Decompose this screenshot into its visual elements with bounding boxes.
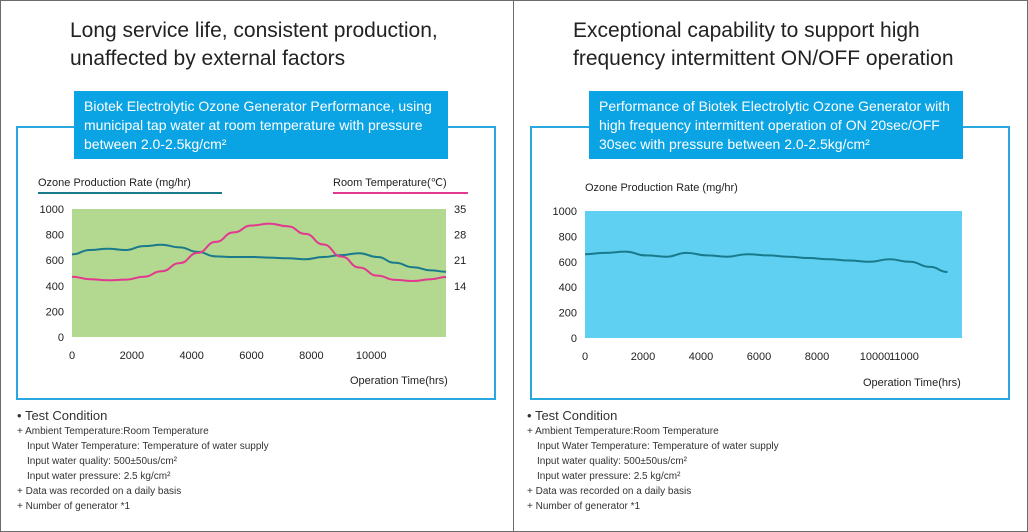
right-chart-x-tick-label: 0 — [582, 351, 588, 363]
left-chart-y-tick-label: 200 — [46, 306, 64, 318]
right-chart-x-axis-label: Operation Time(hrs) — [863, 377, 961, 389]
left-chart-y2-tick-label: 28 — [454, 230, 466, 242]
right-tc-line-6: + Number of generator *1 — [527, 501, 641, 512]
right-tc-line-4: Input water pressure: 2.5 kg/cm² — [537, 471, 681, 482]
right-tc-line-5: + Data was recorded on a daily basis — [527, 486, 692, 497]
left-chart-y-tick-label: 1000 — [40, 204, 64, 216]
left-test-condition-title-text: Test Condition — [24, 408, 108, 423]
right-chart-y-tick-label: 600 — [559, 257, 577, 269]
right-chart-x-tick-label: 11000 — [889, 351, 919, 363]
left-chart-y2-tick-label: 35 — [454, 204, 466, 216]
panel-divider — [513, 0, 514, 532]
right-chart-x-tick-label: 6000 — [747, 351, 771, 363]
left-chart-plot-area — [72, 209, 446, 337]
left-chart-series-line-1 — [71, 243, 447, 273]
left-chart-y-tick-label: 0 — [58, 332, 64, 344]
right-test-condition-title-text: Test Condition — [534, 408, 618, 423]
right-test-condition-title: • Test Condition — [527, 408, 618, 423]
left-chart-series-line-2 — [71, 222, 447, 283]
right-tc-line-1: + Ambient Temperature:Room Temperature — [527, 426, 719, 437]
left-tc-line-5: + Data was recorded on a daily basis — [17, 486, 182, 497]
left-chart-x-tick-label: 0 — [69, 350, 75, 362]
right-tc-line-3: Input water quality: 500±50us/cm² — [537, 456, 688, 467]
left-info-line-1: Biotek Electrolytic Ozone Generator Perf… — [84, 98, 432, 114]
left-headline-line-1: Long service life, consistent production… — [70, 19, 438, 42]
right-chart-x-tick-label: 8000 — [805, 351, 829, 363]
right-headline: Exceptional capability to support high f… — [573, 17, 954, 73]
right-chart-plot-area — [585, 211, 962, 338]
right-info-line-3: 30sec with pressure between 2.0-2.5kg/cm… — [599, 136, 870, 152]
left-legend-temp-label: Room Temperature(℃) — [333, 177, 447, 189]
left-chart-x-tick-label: 4000 — [179, 350, 203, 362]
left-chart-x-tick-label: 8000 — [299, 350, 323, 362]
left-tc-line-3: Input water quality: 500±50us/cm² — [27, 456, 178, 467]
right-tc-line-2: Input Water Temperature: Temperature of … — [537, 441, 779, 452]
left-info-line-3: between 2.0-2.5kg/cm² — [84, 136, 227, 152]
left-chart-y2-tick-label: 14 — [454, 281, 466, 293]
right-info-box: Performance of Biotek Electrolytic Ozone… — [589, 91, 963, 159]
left-chart-y-tick-label: 400 — [46, 281, 64, 293]
left-chart-x-tick-label: 2000 — [120, 350, 144, 362]
left-headline: Long service life, consistent production… — [70, 17, 438, 73]
right-chart-y-tick-label: 400 — [559, 282, 577, 294]
left-legend-ozone-label: Ozone Production Rate (mg/hr) — [38, 177, 191, 189]
left-chart: 0 200 400 600 800 1000 14 21 28 35 0 2000 4000 6000 80… — [38, 177, 468, 387]
left-tc-line-4: Input water pressure: 2.5 kg/cm² — [27, 471, 171, 482]
left-panel: Long service life, consistent production… — [0, 0, 513, 532]
right-chart-x-tick-label: 2000 — [631, 351, 655, 363]
right-info-line-1: Performance of Biotek Electrolytic Ozone… — [599, 98, 950, 114]
right-chart-y-tick-label: 1000 — [553, 206, 577, 218]
left-info-box: Biotek Electrolytic Ozone Generator Perf… — [74, 91, 448, 159]
right-headline-line-2: frequency intermittent ON/OFF operation — [573, 47, 954, 70]
right-panel: Exceptional capability to support high f… — [514, 0, 1027, 532]
left-chart-x-tick-label: 10000 — [356, 350, 387, 362]
left-test-condition: • Test Condition + Ambient Temperature:R… — [17, 407, 269, 514]
right-chart-series-line-1 — [584, 250, 948, 273]
left-info-line-2: municipal tap water at room temperature … — [84, 117, 423, 133]
right-chart-y-tick-label: 800 — [559, 231, 577, 243]
left-chart-y2-tick-label: 21 — [454, 255, 466, 267]
right-chart-y-tick-label: 0 — [571, 333, 577, 345]
left-chart-y-tick-label: 600 — [46, 255, 64, 267]
right-headline-line-1: Exceptional capability to support high — [573, 19, 920, 42]
left-chart-y-tick-label: 800 — [46, 230, 64, 242]
left-headline-line-2: unaffected by external factors — [70, 47, 346, 70]
right-info-line-2: high frequency intermittent operation of… — [599, 117, 940, 133]
left-tc-line-2: Input Water Temperature: Temperature of … — [27, 441, 269, 452]
left-tc-line-1: + Ambient Temperature:Room Temperature — [17, 426, 209, 437]
left-chart-x-axis-label: Operation Time(hrs) — [350, 375, 448, 387]
left-chart-x-tick-label: 6000 — [239, 350, 263, 362]
right-chart-x-tick-label: 4000 — [689, 351, 713, 363]
right-chart-y-tick-label: 200 — [559, 308, 577, 320]
left-tc-line-6: + Number of generator *1 — [17, 501, 131, 512]
left-test-condition-title: • Test Condition — [17, 408, 108, 423]
right-y-axis-label: Ozone Production Rate (mg/hr) — [585, 182, 738, 194]
right-chart-x-tick-label: 10000 — [860, 351, 891, 363]
right-test-condition: • Test Condition + Ambient Temperature:R… — [527, 407, 779, 514]
